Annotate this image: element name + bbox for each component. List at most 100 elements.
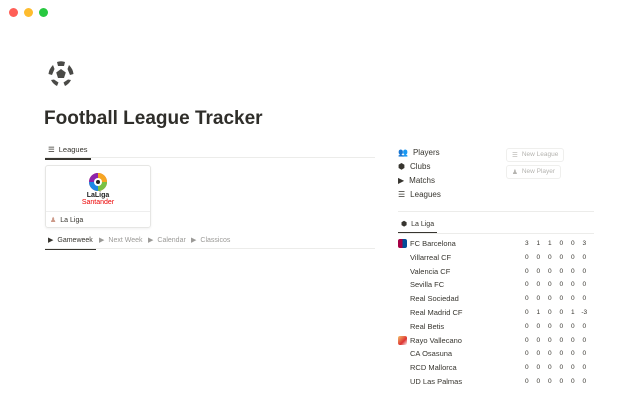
team-name: Valencia CF [410,266,451,276]
league-card[interactable]: LaLiga Santander ♟ La Liga [45,165,151,228]
stat-value: 0 [570,295,575,303]
table-row[interactable]: Valencia CF 0 0 0 0 0 0 [398,265,594,278]
stat-value: 0 [559,336,564,344]
stat-value: 0 [570,240,575,247]
nav-label: Players [412,148,440,157]
stat-value: 0 [582,267,587,275]
team-name: Real Sociedad [410,294,459,304]
stat-value: -3 [581,309,588,316]
person-icon: ♟ [50,217,57,224]
stat-value: 0 [547,350,552,358]
club-crest-icon [398,239,407,248]
play-icon: ▶ [191,237,197,244]
nav-label: Leagues [410,190,441,199]
team-name: FC Barcelona [410,239,456,248]
tab-label: Leagues [58,145,88,154]
stat-value: 0 [536,364,541,372]
stat-value: 0 [524,253,529,261]
tab-classicos[interactable]: ▶ Classicos [191,236,231,245]
minimize-button[interactable] [24,8,33,17]
divider [45,248,375,249]
stat-value: 0 [570,378,575,385]
card-label: La Liga [60,216,84,224]
stat-value: 0 [582,364,587,372]
team-name: Real Betis [410,321,445,331]
table-row[interactable]: Villarreal CF 0 0 0 0 0 0 [398,251,594,264]
stat-value: 0 [547,336,552,344]
table-row[interactable]: Real Sociedad 0 0 0 0 0 0 [398,292,594,305]
stat-value: 0 [559,322,564,330]
divider [398,211,594,212]
stat-value: 0 [570,336,575,344]
new-player-button[interactable]: ♟ New Player [506,165,562,179]
nav-label: Matchs [409,176,435,185]
stat-value: 0 [570,253,575,261]
stat-value: 0 [536,295,541,303]
stat-value: 0 [547,295,552,303]
stat-value: 0 [582,350,587,358]
tab-label: Classicos [200,236,231,244]
table-row[interactable]: Sevilla FC 0 0 0 0 0 0 [398,278,594,291]
divider [45,157,375,158]
stat-value: 0 [559,240,564,247]
team-name: Rayo Vallecano [410,335,462,345]
nav-leagues[interactable]: ☰ Leagues [398,190,441,199]
stack-icon: ☰ [48,145,55,154]
nav-clubs[interactable]: ⬢ Clubs [398,162,430,171]
person-icon: ♟ [512,169,518,176]
stat-value: 0 [524,378,529,385]
logo-sub: Santander [81,198,115,206]
table-row[interactable]: RCD Mallorca 0 0 0 0 0 0 [398,361,594,374]
stat-value: 0 [536,322,541,330]
team-name: Villarreal CF [410,252,452,262]
tab-gameweek[interactable]: ▶ Gameweek [45,236,96,250]
new-league-button[interactable]: ☰ New League [506,148,565,162]
stat-value: 1 [536,309,541,316]
stat-value: 0 [570,267,575,275]
stat-value: 0 [570,350,575,358]
stat-value: 0 [547,322,552,330]
table-row[interactable]: Real Madrid CF 0 1 0 0 1 -3 [398,306,594,319]
play-icon: ▶ [99,237,105,244]
tab-label: Next Week [108,236,143,244]
stat-value: 0 [559,267,564,275]
stat-value: 0 [582,336,587,344]
maximize-button[interactable] [39,8,48,17]
tab-calendar[interactable]: ▶ Calendar [148,236,186,245]
nav-label: Clubs [409,162,431,171]
table-row[interactable]: FC Barcelona 3 1 1 0 0 3 [398,237,594,250]
laliga-logo: LaLiga Santander [46,166,150,212]
stat-value: 0 [559,350,564,358]
team-name: Sevilla FC [410,280,445,290]
stat-value: 0 [547,253,552,261]
stat-value: 0 [524,295,529,303]
stat-value: 3 [582,240,587,247]
stat-value: 0 [536,350,541,358]
stat-value: 0 [524,267,529,275]
stat-value: 0 [582,378,587,385]
soccer-ball-icon [48,61,74,87]
page-title: Football League Tracker [44,108,263,129]
table-row[interactable]: CA Osasuna 0 0 0 0 0 0 [398,347,594,360]
tab-la-liga[interactable]: ⬢ La Liga [398,220,438,234]
table-row[interactable]: Rayo Vallecano 0 0 0 0 0 0 [398,334,594,347]
stat-value: 1 [570,309,575,316]
table-row[interactable]: UD Las Palmas 0 0 0 0 0 0 [398,375,594,388]
close-button[interactable] [9,8,18,17]
stat-value: 0 [547,267,552,275]
team-name: UD Las Palmas [410,377,463,386]
table-row[interactable]: Real Betis 0 0 0 0 0 0 [398,320,594,333]
stat-value: 3 [524,240,529,247]
stat-value: 0 [559,364,564,372]
divider [398,233,594,234]
tab-leagues[interactable]: ☰ Leagues [45,145,91,160]
stat-value: 0 [524,281,529,289]
logo-text: LaLiga [86,191,110,199]
window-controls [9,8,48,17]
stat-value: 0 [536,336,541,344]
tab-next-week[interactable]: ▶ Next Week [99,236,143,245]
stat-value: 1 [547,240,552,247]
nav-players[interactable]: 👥 Players [398,148,440,157]
nav-matchs[interactable]: ▶ Matchs [398,176,435,185]
stat-value: 0 [559,309,564,316]
